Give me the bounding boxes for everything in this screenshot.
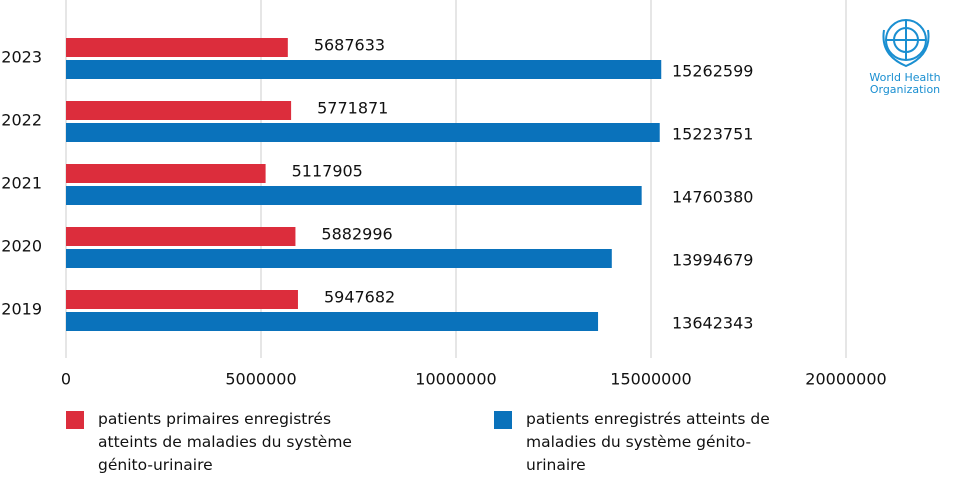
bar <box>66 123 660 142</box>
bar <box>66 101 292 120</box>
x-tick-label: 0 <box>61 370 71 389</box>
logo-text: Organization <box>870 83 940 96</box>
value-label: 13642343 <box>672 314 753 333</box>
value-label: 15223751 <box>672 125 753 144</box>
bar <box>66 290 298 309</box>
legend-swatch <box>66 411 84 429</box>
value-label: 5687633 <box>314 36 385 55</box>
value-label: 5882996 <box>321 225 392 244</box>
value-label: 13994679 <box>672 251 753 270</box>
y-tick-label: 2019 <box>1 300 42 319</box>
legend-item: patients enregistrés atteints de maladie… <box>494 408 796 477</box>
bar <box>66 164 266 183</box>
y-tick-label: 2020 <box>1 237 42 256</box>
bar <box>66 249 612 268</box>
who-logo <box>882 19 930 68</box>
value-label: 15262599 <box>672 62 753 81</box>
x-tick-label: 5000000 <box>225 370 296 389</box>
legend-swatch <box>494 411 512 429</box>
legend-label: patients enregistrés atteints de maladie… <box>526 410 770 474</box>
legend-label: patients primaires enregistrés atteints … <box>98 410 352 474</box>
legend-item: patients primaires enregistrés atteints … <box>66 408 368 477</box>
x-tick-label: 15000000 <box>610 370 691 389</box>
bar <box>66 227 296 246</box>
value-label: 5771871 <box>317 99 388 118</box>
value-label: 5947682 <box>324 288 395 307</box>
bar <box>66 60 662 79</box>
y-tick-label: 2023 <box>1 48 42 67</box>
bar <box>66 312 599 331</box>
y-tick-label: 2021 <box>1 174 42 193</box>
x-tick-label: 20000000 <box>805 370 886 389</box>
bar <box>66 38 288 57</box>
chart: World Health Organization 0 5000000 100000… <box>1 0 941 389</box>
bar <box>66 186 642 205</box>
value-label: 14760380 <box>672 188 753 207</box>
x-tick-label: 10000000 <box>415 370 496 389</box>
y-tick-label: 2022 <box>1 111 42 130</box>
value-label: 5117905 <box>292 162 363 181</box>
logo-text: World Health <box>869 71 940 84</box>
